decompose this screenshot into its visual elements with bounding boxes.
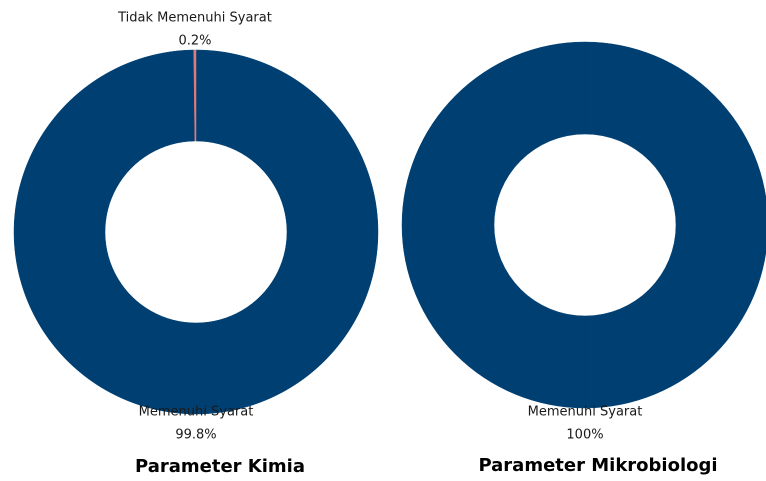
- slice-label: Memenuhi Syarat: [139, 405, 254, 420]
- slice-value: 0.2%: [178, 34, 211, 49]
- slice: [193, 49, 197, 142]
- slice-value: 99.8%: [175, 428, 216, 443]
- slice-label: Memenuhi Syarat: [528, 405, 643, 420]
- chart-title: Parameter Mikrobiologi: [478, 455, 717, 476]
- slice-label: Tidak Memenuhi Syarat: [117, 11, 272, 26]
- slice-value: 100%: [566, 428, 603, 443]
- chart-title: Parameter Kimia: [135, 456, 305, 477]
- slice: [13, 49, 379, 415]
- slice: [401, 41, 766, 409]
